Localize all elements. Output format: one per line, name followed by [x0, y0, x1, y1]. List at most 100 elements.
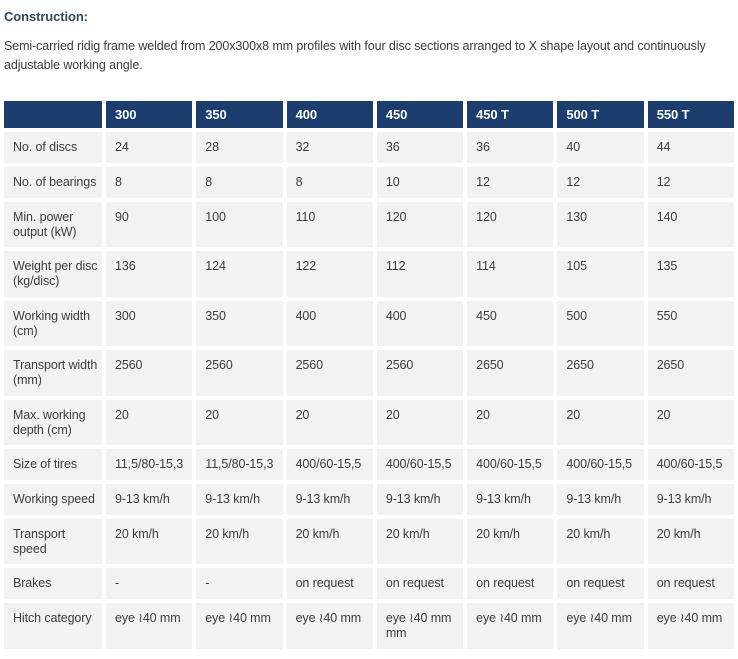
column-header: 450: [376, 101, 464, 129]
spec-value: 20: [467, 399, 554, 446]
spec-value: 300: [106, 300, 193, 347]
spec-value: 11,5/80-15,3: [196, 449, 283, 481]
spec-value: eye ≀40 mm: [196, 603, 283, 649]
spec-value: 9-13 km/h: [376, 484, 464, 515]
column-header: 500 T: [557, 101, 644, 129]
spec-value: 400/60-15,5: [467, 449, 554, 481]
spec-value: 20 km/h: [467, 518, 554, 565]
spec-value: 44: [647, 132, 734, 164]
spec-value: 400/60-15,5: [376, 449, 464, 481]
spec-value: 32: [286, 132, 373, 164]
table-row: Transport width (mm) 2560 2560 2560 2560 2650…: [4, 350, 734, 396]
column-header: 300: [106, 101, 193, 129]
spec-value: 24: [106, 132, 193, 164]
spec-value: 2560: [106, 350, 193, 396]
spec-value: 20: [196, 399, 283, 446]
spec-value: eye ≀40 mm: [647, 603, 734, 649]
spec-value: 20 km/h: [647, 518, 734, 565]
spec-value: 400/60-15,5: [557, 449, 644, 481]
spec-value: 8: [286, 167, 373, 198]
table-row: Size of tires 11,5/80-15,3 11,5/80-15,3 400…: [4, 449, 734, 481]
spec-value: 20 km/h: [106, 518, 193, 565]
spec-value: 2560: [286, 350, 373, 396]
spec-value: 140: [647, 201, 734, 248]
header-row: 300 350 400 450 450 T 500 T 550 T: [4, 101, 734, 129]
specs-table: 300 350 400 450 450 T 500 T 550 T No. of discs…: [0, 97, 738, 653]
spec-value: eye ≀40 mm mm: [376, 603, 464, 649]
construction-description: Semi-carried ridig frame welded from 200…: [4, 39, 706, 72]
spec-value: 400: [376, 300, 464, 347]
spec-value: eye ≀40 mm: [286, 603, 373, 649]
table-row: Brakes - - on request on request on request on…: [4, 568, 734, 600]
spec-value: 20: [376, 399, 464, 446]
spec-value: 2650: [467, 350, 554, 396]
spec-value: 9-13 km/h: [286, 484, 373, 515]
spec-value: 350: [196, 300, 283, 347]
spec-value: 450: [467, 300, 554, 347]
spec-value: 500: [557, 300, 644, 347]
table-row: Max. working depth (cm) 20 20 20 20 20 20 20: [4, 399, 734, 446]
column-header: 400: [286, 101, 373, 129]
table-row: No. of discs 24 28 32 36 36 40 44: [4, 132, 734, 164]
spec-value: 120: [376, 201, 464, 248]
specs-table-header: 300 350 400 450 450 T 500 T 550 T: [4, 101, 734, 129]
spec-value: 20: [557, 399, 644, 446]
spec-value: 2560: [376, 350, 464, 396]
row-label: Transport speed: [4, 518, 102, 565]
spec-value: 9-13 km/h: [106, 484, 193, 515]
spec-value: eye ≀40 mm: [467, 603, 554, 649]
table-row: Min. power output (kW) 90 100 110 120 120 130 1…: [4, 201, 734, 248]
spec-value: 122: [286, 251, 373, 297]
spec-value: 36: [467, 132, 554, 164]
row-label: Weight per disc (kg/disc): [4, 251, 102, 297]
spec-value: 9-13 km/h: [557, 484, 644, 515]
table-row: No. of bearings 8 8 8 10 12 12 12: [4, 167, 734, 198]
column-header: 350: [196, 101, 283, 129]
spec-value: 8: [106, 167, 193, 198]
spec-value: 130: [557, 201, 644, 248]
spec-value: on request: [286, 568, 373, 600]
spec-value: 20: [286, 399, 373, 446]
spec-value: 36: [376, 132, 464, 164]
spec-value: 400/60-15,5: [286, 449, 373, 481]
spec-value: 9-13 km/h: [467, 484, 554, 515]
spec-value: 135: [647, 251, 734, 297]
spec-value: 114: [467, 251, 554, 297]
spec-value: 136: [106, 251, 193, 297]
spec-value: 20 km/h: [286, 518, 373, 565]
spec-value: 550: [647, 300, 734, 347]
row-label: Brakes: [4, 568, 102, 600]
table-row: Weight per disc (kg/disc) 136 124 122 112 114…: [4, 251, 734, 297]
spec-value: 20 km/h: [557, 518, 644, 565]
spec-value: 8: [196, 167, 283, 198]
spec-value: on request: [647, 568, 734, 600]
row-label: No. of discs: [4, 132, 102, 164]
spec-value: on request: [376, 568, 464, 600]
table-row: Hitch category eye ≀40 mm eye ≀40 mm eye ≀4…: [4, 603, 734, 649]
table-row: Transport speed 20 km/h 20 km/h 20 km/h 20 k…: [4, 518, 734, 565]
row-label: Max. working depth (cm): [4, 399, 102, 446]
row-label: Working speed: [4, 484, 102, 515]
spec-value: 2560: [196, 350, 283, 396]
spec-value: 2650: [557, 350, 644, 396]
spec-value: 400: [286, 300, 373, 347]
spec-value: 20: [647, 399, 734, 446]
spec-value: 90: [106, 201, 193, 248]
spec-value: eye ≀40 mm: [106, 603, 193, 649]
row-label: No. of bearings: [4, 167, 102, 198]
spec-value: 11,5/80-15,3: [106, 449, 193, 481]
spec-value: 105: [557, 251, 644, 297]
spec-value: 124: [196, 251, 283, 297]
spec-value: 110: [286, 201, 373, 248]
column-header: 450 T: [467, 101, 554, 129]
spec-value: 20 km/h: [376, 518, 464, 565]
row-label: Size of tires: [4, 449, 102, 481]
spec-value: 12: [647, 167, 734, 198]
spec-value: on request: [557, 568, 644, 600]
spec-value: eye ≀40 mm: [557, 603, 644, 649]
spec-value: 100: [196, 201, 283, 248]
spec-value: 9-13 km/h: [196, 484, 283, 515]
table-row: Working speed 9-13 km/h 9-13 km/h 9-13 km/h…: [4, 484, 734, 515]
spec-value: 120: [467, 201, 554, 248]
